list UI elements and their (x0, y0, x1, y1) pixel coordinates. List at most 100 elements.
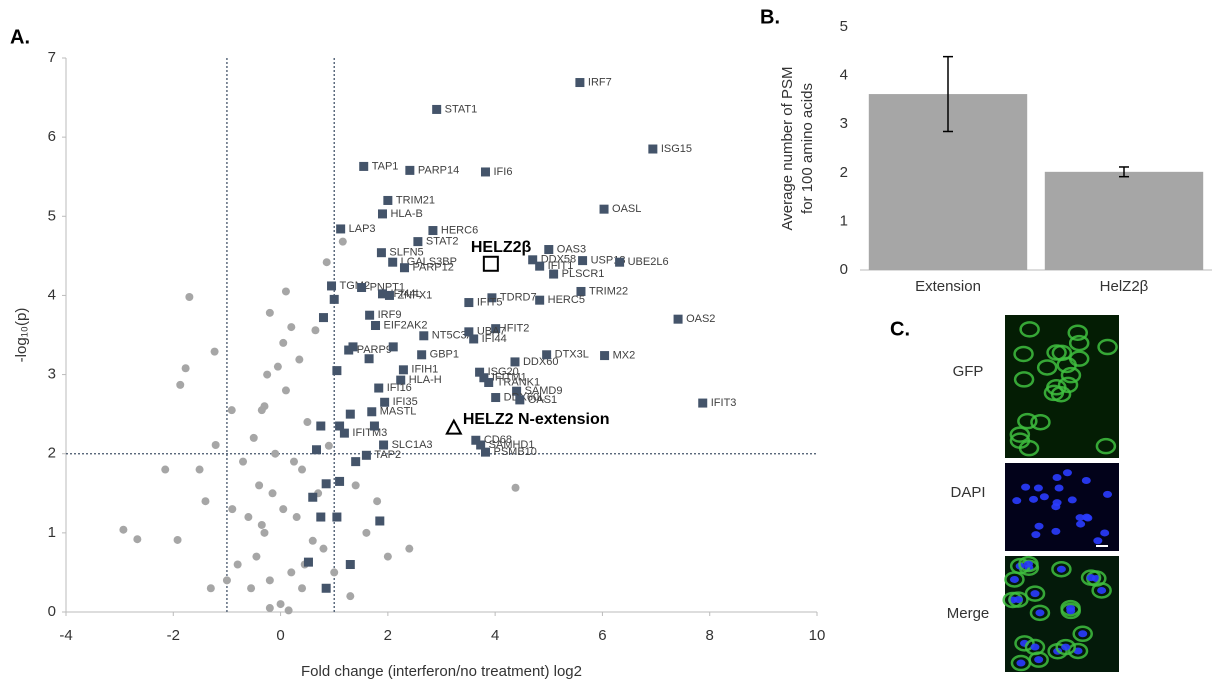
point (359, 162, 368, 171)
point-label: STAT1 (445, 103, 478, 115)
highlight-marker (484, 257, 498, 271)
point (375, 516, 384, 525)
y-axis-label: -log₁₀(p) (13, 308, 30, 363)
point (293, 513, 301, 521)
point (133, 535, 141, 543)
point-label: MASTL (380, 406, 417, 418)
point-label: TRIM22 (589, 285, 628, 297)
point (698, 399, 707, 408)
point (316, 422, 325, 431)
point-label: STAT2 (426, 236, 459, 248)
point (282, 287, 290, 295)
nucleus (1021, 484, 1030, 491)
point (266, 604, 274, 612)
x-tick-label: -4 (59, 627, 72, 644)
nucleus (1034, 656, 1043, 663)
point (674, 315, 683, 324)
figure: C. GFP DAPI Merge A.01234567-4-20246810F… (0, 0, 1215, 682)
nucleus (1051, 528, 1060, 535)
point (510, 357, 519, 366)
point (377, 248, 386, 257)
point-label: OAS1 (528, 394, 557, 406)
nucleus (1100, 529, 1109, 536)
y-tick-label: 6 (48, 128, 56, 145)
point (182, 364, 190, 372)
point (255, 481, 263, 489)
point (512, 484, 520, 492)
nucleus (1030, 644, 1039, 651)
point (260, 402, 268, 410)
point (185, 293, 193, 301)
point (239, 458, 247, 466)
point-label: PLSCR1 (562, 268, 605, 280)
point (228, 406, 236, 414)
point (374, 384, 383, 393)
point (388, 258, 397, 267)
point (413, 237, 422, 246)
point (346, 410, 355, 419)
point (285, 606, 293, 614)
point-label: IFIT3 (711, 397, 737, 409)
point (325, 442, 333, 450)
highlight-label: HELZ2 N-extension (463, 411, 610, 428)
point (207, 584, 215, 592)
point (309, 537, 317, 545)
point (304, 558, 313, 567)
point-label: ISG15 (661, 143, 692, 155)
x-tick-label: Extension (915, 278, 981, 295)
point (312, 445, 321, 454)
x-tick-label: 8 (706, 627, 714, 644)
point-label: HLA-B (390, 208, 422, 220)
nucleus (1103, 491, 1112, 498)
point-label: IFIT2 (504, 323, 530, 335)
point (481, 167, 490, 176)
point-label: IFI44 (482, 333, 507, 345)
point (250, 434, 258, 442)
y-tick-label: 4 (48, 286, 56, 303)
scale-bar (1096, 545, 1108, 547)
point (549, 270, 558, 279)
point (295, 356, 303, 364)
point (362, 529, 370, 537)
point (319, 313, 328, 322)
nucleus (1082, 514, 1091, 521)
point (161, 466, 169, 474)
point (322, 584, 331, 593)
point (384, 553, 392, 561)
point (367, 407, 376, 416)
nucleus (1082, 477, 1091, 484)
y-tick-label: 1 (48, 524, 56, 541)
x-axis-label: Fold change (interferon/no treatment) lo… (301, 663, 582, 680)
point-label: DTX3L (555, 349, 589, 361)
point (365, 354, 374, 363)
point-label: IRF7 (588, 76, 612, 88)
point (298, 466, 306, 474)
point (389, 342, 398, 351)
y-tick-label: 2 (48, 445, 56, 462)
point-label: IFIT5 (477, 296, 503, 308)
point-label: MX2 (613, 349, 636, 361)
point (252, 553, 260, 561)
nucleus (1024, 561, 1033, 568)
nucleus (1010, 576, 1019, 583)
image-label: GFP (953, 363, 984, 380)
y-tick-label: 1 (840, 212, 848, 229)
point (400, 263, 409, 272)
point (339, 238, 347, 246)
point (274, 363, 282, 371)
y-axis-label: Average number of PSM (779, 67, 796, 231)
point (335, 422, 344, 431)
nucleus (1040, 493, 1049, 500)
point (119, 526, 127, 534)
point-label: PARP14 (418, 164, 459, 176)
x-tick-label: HelZ2β (1100, 278, 1149, 295)
point (287, 568, 295, 576)
point (351, 457, 360, 466)
point (234, 561, 242, 569)
point (515, 395, 524, 404)
point (336, 224, 345, 233)
point (258, 521, 266, 529)
point (365, 311, 374, 320)
highlight-label: HELZ2β (471, 239, 532, 256)
nucleus (1034, 485, 1043, 492)
